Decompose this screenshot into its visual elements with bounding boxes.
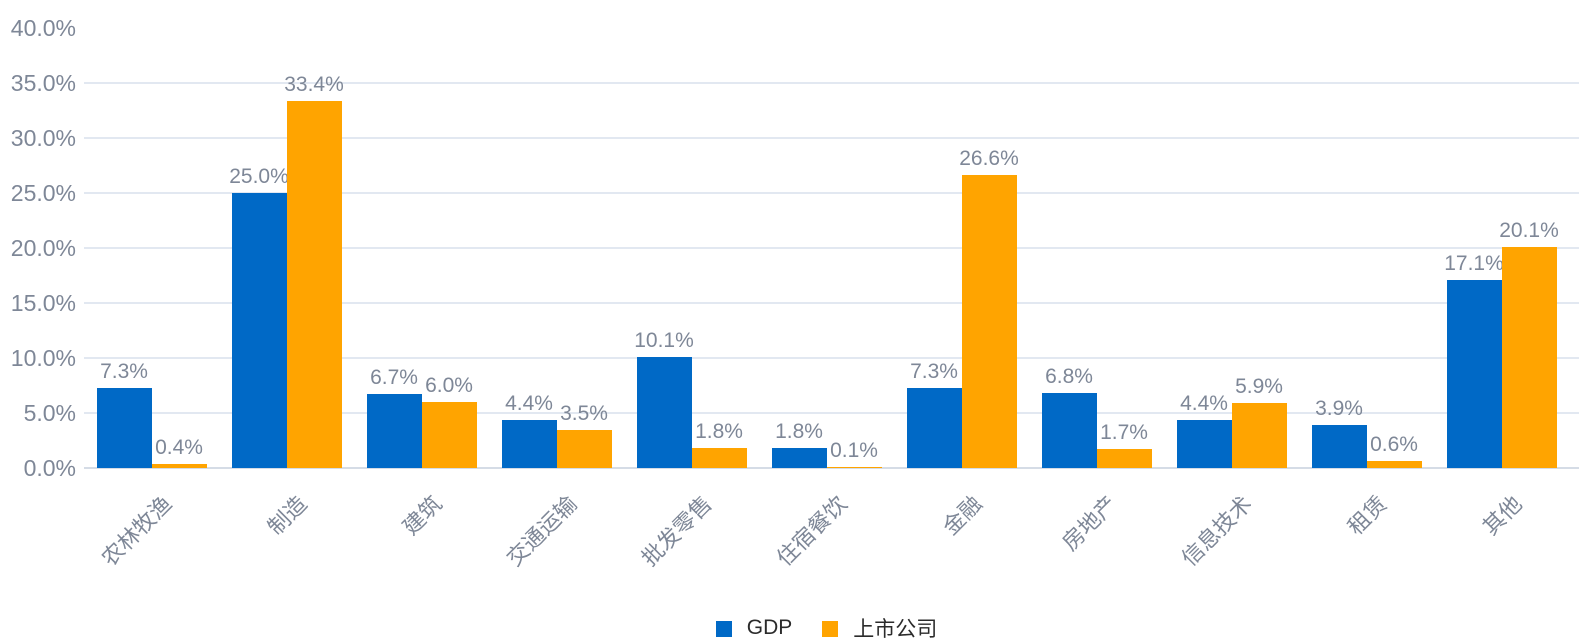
bar-value-label: 6.0% — [425, 374, 473, 397]
bar-value-label: 0.1% — [830, 438, 878, 462]
bar-gdp-6 — [906, 387, 962, 468]
bar-value-label: 17.1% — [1444, 251, 1504, 275]
bar-value-label: 10.1% — [634, 328, 694, 352]
bar-value-label: 7.3% — [100, 359, 148, 383]
gdp-legend-swatch-icon — [715, 621, 732, 637]
bar-value-label: 33.4% — [284, 72, 344, 96]
bar-value-label: 20.1% — [1499, 218, 1559, 242]
x-axis-category-label: 制造 — [263, 491, 313, 540]
bar-value-label: 5.9% — [1235, 375, 1283, 399]
bar-gdp-5 — [771, 448, 827, 468]
legend-label: 上市公司 — [853, 618, 938, 641]
x-axis-category-label: 房地产 — [1057, 491, 1123, 556]
bar-listed-company-1 — [286, 100, 342, 468]
bar-listed-company-10 — [1501, 246, 1557, 468]
bar-value-label: 1.8% — [695, 420, 743, 444]
bar-value-label: 4.4% — [1180, 391, 1228, 415]
y-axis-tick-label: 15.0% — [10, 290, 76, 316]
y-axis-tick-label: 30.0% — [10, 125, 76, 151]
legend-item-listed-company: 上市公司 — [822, 613, 937, 643]
chart-legend: GDP 上市公司 — [84, 613, 1569, 643]
y-axis-tick-label: 35.0% — [10, 70, 76, 96]
bar-listed-company-4 — [691, 448, 747, 468]
bar-value-label: 26.6% — [959, 147, 1019, 171]
bar-listed-company-6 — [961, 175, 1017, 468]
bar-listed-company-7 — [1096, 449, 1152, 468]
x-axis-category-label: 租赁 — [1343, 491, 1393, 540]
bar-listed-company-8 — [1231, 403, 1287, 468]
bar-listed-company-9 — [1366, 461, 1422, 468]
bar-value-label: 1.7% — [1100, 421, 1148, 445]
bar-gdp-10 — [1446, 279, 1502, 468]
bar-gdp-9 — [1311, 425, 1367, 468]
x-axis-category-label: 其他 — [1478, 491, 1528, 540]
bar-value-label: 1.8% — [775, 420, 823, 444]
bar-gdp-8 — [1176, 419, 1232, 468]
bar-value-label: 7.3% — [910, 359, 958, 383]
bar-gdp-2 — [366, 394, 422, 468]
y-axis-tick-label: 25.0% — [10, 180, 76, 206]
bar-listed-company-0 — [151, 463, 207, 468]
x-axis-category-label: 住宿餐饮 — [772, 491, 853, 571]
bar-listed-company-2 — [421, 402, 477, 468]
bar-listed-company-5 — [826, 466, 882, 468]
bar-value-label: 4.4% — [505, 391, 553, 415]
bar-value-label: 0.4% — [155, 435, 203, 459]
y-axis-tick-label: 10.0% — [10, 345, 76, 371]
y-axis-tick-label: 0.0% — [23, 455, 76, 481]
y-axis-tick-label: 20.0% — [10, 235, 76, 261]
y-axis-tick-label: 5.0% — [23, 400, 76, 426]
x-axis-category-label: 金融 — [938, 491, 988, 540]
legend-item-gdp: GDP — [715, 616, 793, 640]
bar-gdp-7 — [1041, 393, 1097, 468]
x-axis-category-label: 建筑 — [398, 491, 448, 540]
bar-value-label: 0.6% — [1370, 433, 1418, 457]
x-axis-category-label: 批发零售 — [637, 491, 718, 571]
x-axis-category-label: 信息技术 — [1177, 491, 1258, 571]
bar-gdp-1 — [231, 193, 287, 468]
bar-value-label: 6.7% — [370, 366, 418, 390]
y-axis-tick-label: 40.0% — [10, 15, 76, 41]
bar-gdp-4 — [636, 356, 692, 468]
bar-gdp-0 — [96, 387, 152, 468]
bar-value-label: 3.5% — [560, 401, 608, 425]
bar-value-label: 3.9% — [1315, 397, 1363, 421]
bar-listed-company-3 — [556, 429, 612, 468]
bar-value-label: 6.8% — [1045, 365, 1093, 389]
x-axis-category-label: 农林牧渔 — [97, 491, 178, 571]
bar-value-label: 25.0% — [229, 165, 289, 188]
x-axis-category-label: 交通运输 — [502, 491, 583, 571]
listed-company-legend-swatch-icon — [822, 621, 839, 637]
legend-label: GDP — [746, 616, 793, 639]
bar-gdp-3 — [501, 419, 557, 468]
